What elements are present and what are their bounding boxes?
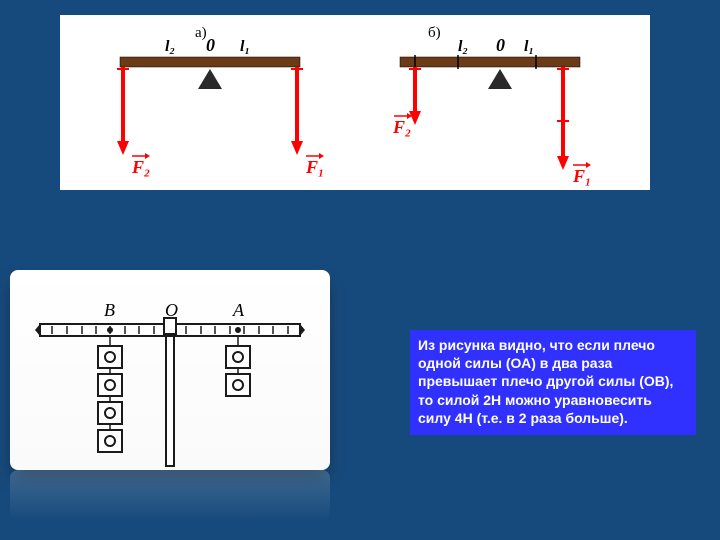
- ruler-endcap-right: [300, 324, 305, 336]
- diag-b-l1: l₁: [524, 38, 534, 55]
- top-lever-svg: а) l₂ 0 l₁ F₂ F₁: [60, 15, 650, 190]
- diag-b-f2-label: F₂: [392, 117, 411, 137]
- diag-a-id: а): [195, 25, 207, 41]
- balance-label-A: A: [232, 300, 245, 320]
- balance-diagram: B O A: [10, 270, 330, 470]
- diag-a-arrow-f1: [291, 67, 303, 155]
- diagram-reflection: [10, 470, 330, 520]
- top-lever-panel: а) l₂ 0 l₁ F₂ F₁: [60, 15, 650, 190]
- diag-b-zero: 0: [496, 35, 505, 55]
- diag-b-fulcrum-icon: [488, 69, 512, 89]
- diag-b-arrow-f1: [557, 67, 569, 170]
- weights-chain-B: [98, 336, 122, 452]
- diag-a-arrow-f2: [117, 67, 129, 155]
- balance-svg: B O A: [10, 270, 330, 470]
- diag-a-zero: 0: [206, 35, 215, 55]
- diag-a-fulcrum-icon: [198, 69, 222, 89]
- diag-a-l1: l₁: [240, 38, 250, 55]
- diag-a-beam: [120, 57, 300, 67]
- diag-b-id: б): [428, 25, 441, 41]
- stand-pole: [166, 336, 174, 466]
- balance-label-B: B: [104, 300, 115, 320]
- marker-A: [235, 327, 241, 333]
- diag-a-f1-label: F₁: [305, 157, 324, 177]
- diag-b-f1-label: F₁: [572, 166, 591, 186]
- diag-b-l2: l₂: [458, 38, 468, 55]
- ruler-endcap-left: [35, 324, 40, 336]
- weights-chain-A: [226, 336, 250, 396]
- diag-a-f2-label: F₂: [131, 157, 150, 177]
- diag-a-l2: l₂: [165, 38, 175, 55]
- diag-b-beam: [400, 57, 580, 67]
- stand-collar: [164, 318, 176, 334]
- caption-text: Из рисунка видно, что если плечо одной с…: [410, 330, 696, 435]
- marker-B: [107, 327, 113, 333]
